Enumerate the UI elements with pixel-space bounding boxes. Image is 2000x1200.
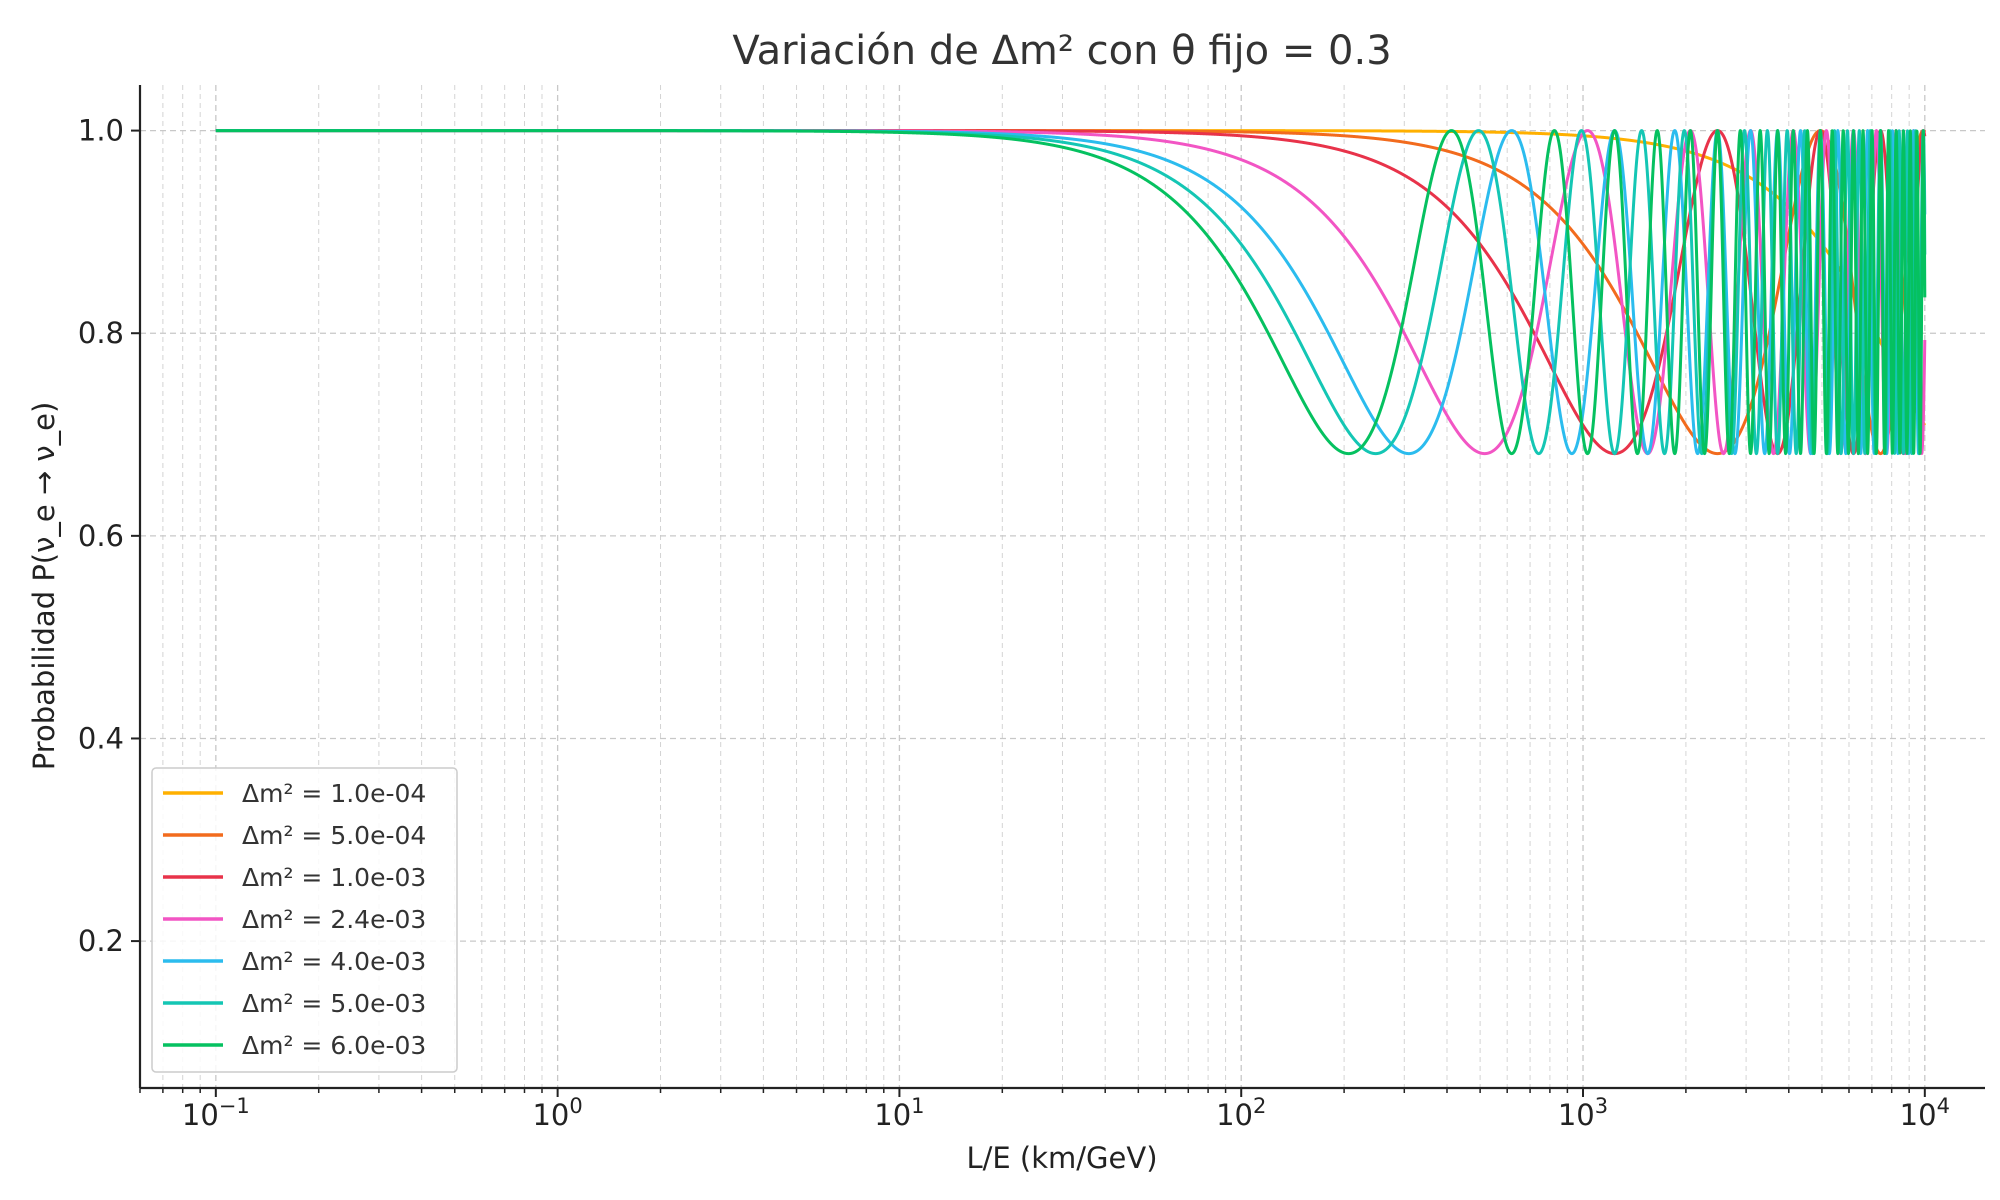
x-tick-label-exponent: 4 [1937,1094,1950,1118]
x-tick-label-base: 10 [532,1098,569,1132]
legend-entry-label: Δm² = 1.0e-04 [242,779,426,808]
x-tick-label: 103 [1558,1094,1608,1132]
series-lines [214,129,1927,456]
legend-entry-label: Δm² = 2.4e-03 [242,905,426,934]
x-tick-label-exponent: 3 [1595,1094,1608,1118]
legend-entry-label: Δm² = 6.0e-03 [242,1031,426,1060]
x-tick-label: 100 [532,1094,582,1132]
x-tick-label-base: 10 [182,1098,219,1132]
x-tick-label-base: 10 [1900,1098,1937,1132]
chart-title: Variación de Δm² con θ fijo = 0.3 [732,28,1391,74]
x-tick-label: 104 [1900,1094,1950,1132]
x-tick-label: 101 [874,1094,924,1132]
x-tick-label: 10−1 [182,1094,250,1132]
x-tick-label-exponent: 2 [1253,1094,1266,1118]
y-tick-label: 1.0 [78,114,124,148]
x-tick-label: 102 [1216,1094,1266,1132]
x-tick-label-base: 10 [874,1098,911,1132]
x-tick-label-exponent: 0 [569,1094,582,1118]
legend-entry-label: Δm² = 5.0e-03 [242,989,426,1018]
y-tick-label: 0.6 [78,519,124,553]
y-tick-label: 0.4 [78,721,124,755]
legend-entry-label: Δm² = 1.0e-03 [242,863,426,892]
legend-entry-label: Δm² = 5.0e-04 [242,821,426,850]
legend-box [151,767,458,1073]
x-axis-label: L/E (km/GeV) [966,1141,1157,1175]
series-line [214,129,1927,456]
x-tick-label-exponent: −1 [219,1094,250,1118]
y-tick-label: 0.2 [78,924,124,958]
y-tick-label: 0.8 [78,316,124,350]
x-tick-label-exponent: 1 [911,1094,924,1118]
legend: Δm² = 1.0e-04 Δm² = 5.0e-04 Δm² = 1.0e-03 Δ… [151,767,458,1073]
y-axis-label: Probabilidad P(ν_e → ν_e) [27,402,61,771]
legend-entry-label: Δm² = 4.0e-03 [242,947,426,976]
x-tick-label-base: 10 [1216,1098,1253,1132]
x-tick-label-base: 10 [1558,1098,1595,1132]
